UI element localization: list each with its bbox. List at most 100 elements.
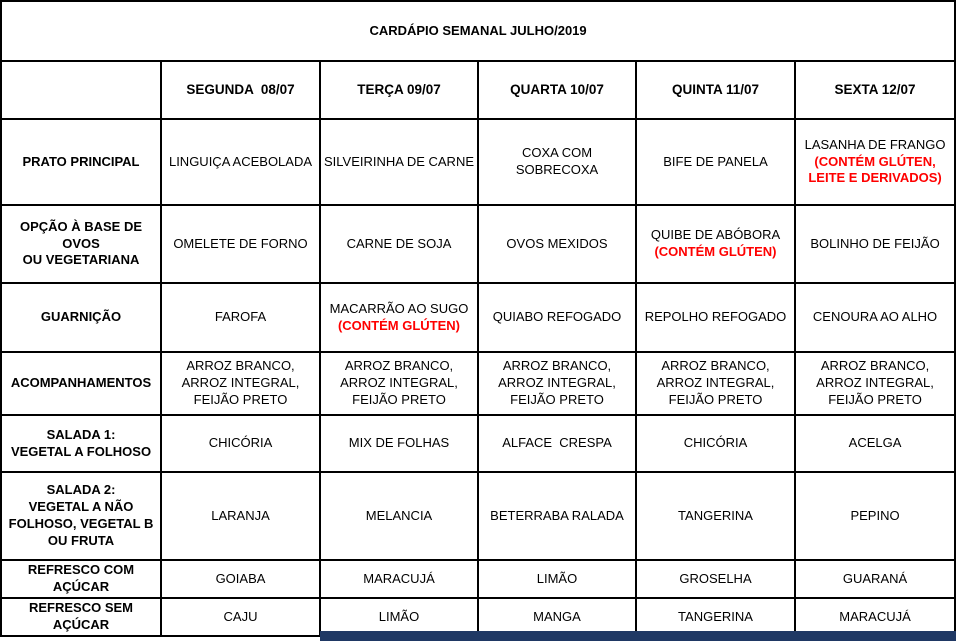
- menu-item-text: GROSELHA: [679, 570, 752, 586]
- menu-cell: MACARRÃO AO SUGO (CONTÉM GLÚTEN): [319, 282, 479, 353]
- day-header-monday: SEGUNDA 08/07: [160, 60, 321, 120]
- menu-item-text: ACELGA: [848, 435, 902, 451]
- menu-item-text: TANGERINA: [678, 608, 753, 624]
- row-label: SALADA 1: VEGETAL A FOLHOSO: [0, 414, 162, 473]
- menu-cell: COXA COM SOBRECOXA: [477, 118, 637, 206]
- menu-cell: MARACUJÁ: [793, 597, 956, 637]
- menu-item-text: ARROZ BRANCO, ARROZ INTEGRAL, FEIJÃO PRE…: [656, 358, 778, 407]
- menu-cell: ARROZ BRANCO, ARROZ INTEGRAL, FEIJÃO PRE…: [160, 351, 321, 416]
- menu-item-text: GUARANÁ: [842, 570, 908, 586]
- menu-item-text: ALFACE CRESPA: [502, 435, 612, 451]
- menu-item-text: CAJU: [223, 608, 258, 624]
- menu-item-text: GOIABA: [215, 570, 266, 586]
- menu-cell: CARNE DE SOJA: [319, 204, 479, 284]
- menu-cell: ARROZ BRANCO, ARROZ INTEGRAL, FEIJÃO PRE…: [793, 351, 956, 416]
- menu-cell: OMELETE DE FORNO: [160, 204, 321, 284]
- menu-cell: BIFE DE PANELA: [635, 118, 796, 206]
- menu-item-text: LIMÃO: [536, 570, 578, 586]
- menu-item-text: CHICÓRIA: [683, 435, 748, 451]
- day-header-label: TERÇA 09/07: [357, 82, 441, 98]
- allergen-note: (CONTÉM GLÚTEN): [337, 317, 461, 333]
- menu-cell: ARROZ BRANCO, ARROZ INTEGRAL, FEIJÃO PRE…: [477, 351, 637, 416]
- menu-cell: LIMÃO: [477, 559, 637, 599]
- menu-cell: MANGA: [477, 597, 637, 637]
- menu-cell: BETERRABA RALADA: [477, 471, 637, 561]
- menu-cell: MARACUJÁ: [319, 559, 479, 599]
- menu-item-text: BOLINHO DE FEIJÃO: [810, 235, 940, 251]
- menu-cell: PEPINO: [793, 471, 956, 561]
- menu-cell: CENOURA AO ALHO: [793, 282, 956, 353]
- menu-cell: QUIBE DE ABÓBORA (CONTÉM GLÚTEN): [635, 204, 796, 284]
- corner-cell: [0, 60, 162, 120]
- row-label: REFRESCO SEM AÇÚCAR: [0, 597, 162, 637]
- menu-item-text: OVOS MEXIDOS: [506, 235, 608, 251]
- row-label: ACOMPANHAMENTOS: [0, 351, 162, 416]
- menu-item-text: LASANHA DE FRANGO: [804, 136, 946, 152]
- title-row: CARDÁPIO SEMANAL JULHO/2019: [0, 0, 956, 62]
- menu-item-text: CHICÓRIA: [208, 435, 273, 451]
- menu-cell: FAROFA: [160, 282, 321, 353]
- menu-item-text: MIX DE FOLHAS: [348, 435, 450, 451]
- menu-cell: GUARANÁ: [793, 559, 956, 599]
- table-row-salada-1: SALADA 1: VEGETAL A FOLHOSO CHICÓRIA MIX…: [0, 414, 956, 473]
- table-row-refresco-com-acucar: REFRESCO COM AÇÚCAR GOIABA MARACUJÁ LIMÃ…: [0, 559, 956, 599]
- menu-item-text: ARROZ BRANCO, ARROZ INTEGRAL, FEIJÃO PRE…: [498, 358, 620, 407]
- menu-item-text: CENOURA AO ALHO: [812, 309, 938, 325]
- allergen-note: (CONTÉM GLÚTEN): [654, 244, 777, 259]
- menu-cell: TANGERINA: [635, 471, 796, 561]
- menu-cell: GROSELHA: [635, 559, 796, 599]
- table-row-acompanhamentos: ACOMPANHAMENTOS ARROZ BRANCO, ARROZ INTE…: [0, 351, 956, 416]
- menu-item-text: MARACUJÁ: [839, 608, 911, 624]
- menu-item-text: PEPINO: [850, 507, 900, 523]
- menu-item-text: LINGUIÇA ACEBOLADA: [168, 153, 313, 169]
- menu-item-text: LARANJA: [211, 507, 270, 523]
- day-header-tuesday: TERÇA 09/07: [319, 60, 479, 120]
- menu-item-text: ARROZ BRANCO, ARROZ INTEGRAL, FEIJÃO PRE…: [340, 358, 462, 407]
- menu-item-text: CARNE DE SOJA: [346, 235, 452, 251]
- day-header-label: SEGUNDA 08/07: [186, 82, 295, 98]
- row-label: OPÇÃO À BASE DE OVOS OU VEGETARIANA: [0, 204, 162, 284]
- menu-cell: SILVEIRINHA DE CARNE: [319, 118, 479, 206]
- menu-item-text: MACARRÃO AO SUGO: [329, 300, 469, 316]
- menu-cell: LARANJA: [160, 471, 321, 561]
- menu-cell: MIX DE FOLHAS: [319, 414, 479, 473]
- row-label: REFRESCO COM AÇÚCAR: [0, 559, 162, 599]
- menu-cell: BOLINHO DE FEIJÃO: [793, 204, 956, 284]
- menu-item-text: QUIBE DE ABÓBORA: [650, 227, 781, 243]
- menu-item-text: QUIABO REFOGADO: [492, 309, 622, 325]
- menu-cell: ARROZ BRANCO, ARROZ INTEGRAL, FEIJÃO PRE…: [635, 351, 796, 416]
- menu-item-text: ARROZ BRANCO, ARROZ INTEGRAL, FEIJÃO PRE…: [816, 358, 938, 407]
- menu-cell: MELANCIA: [319, 471, 479, 561]
- menu-item-text: TANGERINA: [678, 507, 753, 523]
- table-row-guarnicao: GUARNIÇÃO FAROFA MACARRÃO AO SUGO (CONTÉM…: [0, 282, 956, 353]
- menu-item-text: SILVEIRINHA DE CARNE: [323, 153, 475, 169]
- menu-item-text: REPOLHO REFOGADO: [644, 309, 787, 325]
- row-label: SALADA 2: VEGETAL A NÃO FOLHOSO, VEGETAL…: [0, 471, 162, 561]
- menu-cell: OVOS MEXIDOS: [477, 204, 637, 284]
- header-row: SEGUNDA 08/07 TERÇA 09/07 QUARTA 10/07 Q…: [0, 60, 956, 120]
- bottom-navy-bar: [320, 631, 956, 641]
- menu-item-text: COXA COM SOBRECOXA: [515, 145, 599, 177]
- menu-item-text: MELANCIA: [365, 507, 433, 523]
- day-header-thursday: QUINTA 11/07: [635, 60, 796, 120]
- table-row-opcao-vegetariana: OPÇÃO À BASE DE OVOS OU VEGETARIANA OMEL…: [0, 204, 956, 284]
- menu-cell: QUIABO REFOGADO: [477, 282, 637, 353]
- menu-cell: CAJU: [160, 597, 321, 637]
- menu-item-text: LIMÃO: [378, 608, 420, 624]
- menu-cell: LASANHA DE FRANGO (CONTÉM GLÚTEN, LEITE E…: [793, 118, 956, 206]
- row-label: GUARNIÇÃO: [0, 282, 162, 353]
- allergen-note: (CONTÉM GLÚTEN, LEITE E DERIVADOS): [808, 153, 942, 186]
- day-header-wednesday: QUARTA 10/07: [477, 60, 637, 120]
- menu-item-text: MANGA: [533, 608, 581, 624]
- menu-item-text: MARACUJÁ: [363, 570, 435, 586]
- menu-item-text: OMELETE DE FORNO: [173, 235, 308, 251]
- day-header-label: SEXTA 12/07: [834, 82, 916, 98]
- menu-cell: ALFACE CRESPA: [477, 414, 637, 473]
- day-header-friday: SEXTA 12/07: [793, 60, 956, 120]
- menu-cell: ARROZ BRANCO, ARROZ INTEGRAL, FEIJÃO PRE…: [319, 351, 479, 416]
- menu-cell: REPOLHO REFOGADO: [635, 282, 796, 353]
- menu-item-text: BETERRABA RALADA: [490, 507, 624, 523]
- menu-item-text: FAROFA: [214, 309, 267, 325]
